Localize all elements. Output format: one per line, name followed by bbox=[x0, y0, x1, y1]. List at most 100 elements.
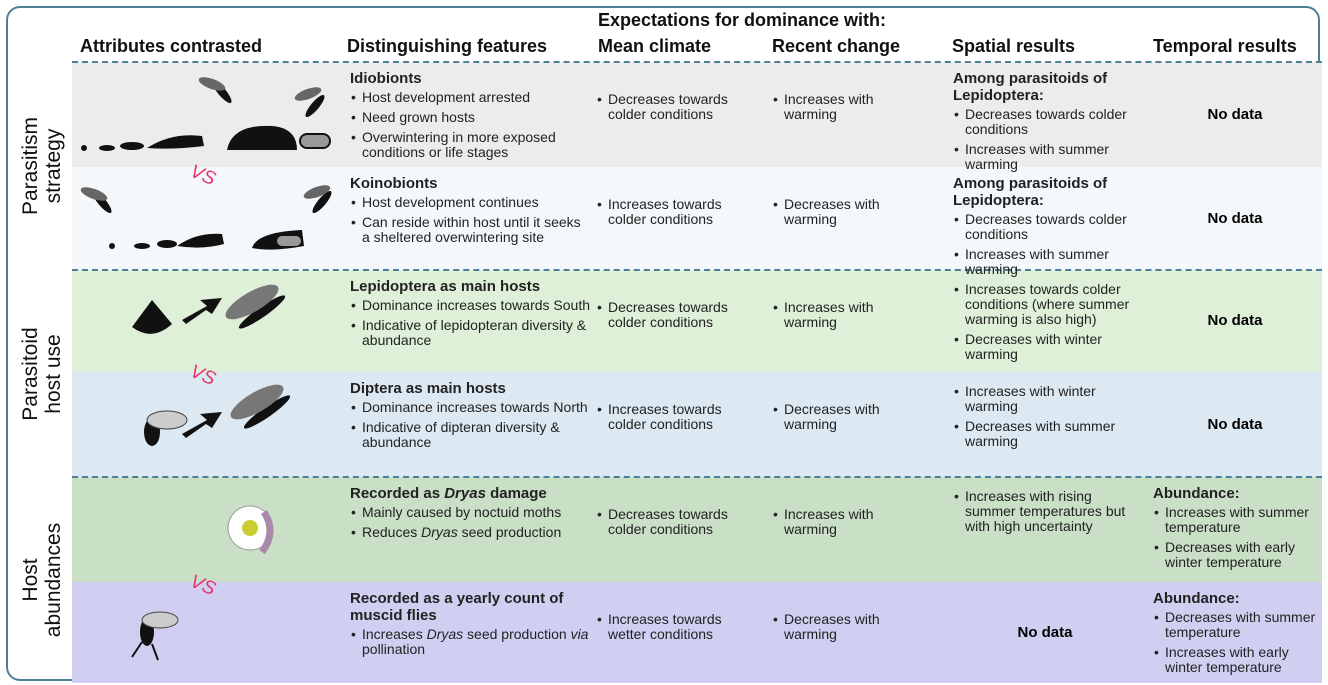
spatial-cell: Increases with winter warming Decreases w… bbox=[953, 384, 1143, 454]
row-title: Recorded as Dryas damage bbox=[350, 485, 590, 502]
row-title: Diptera as main hosts bbox=[350, 380, 506, 397]
dryas-art bbox=[227, 505, 274, 555]
column-header: Temporal results bbox=[1153, 36, 1297, 56]
spatial-cell: Among parasitoids of Lepidoptera:Decreas… bbox=[953, 70, 1143, 177]
temporal-no-data: No data bbox=[1207, 209, 1263, 227]
bullet-item: Increases towards colder conditions bbox=[596, 197, 756, 227]
mean-climate-cell: Increases towards colder conditions bbox=[596, 402, 756, 437]
text-segment: Dryas bbox=[444, 485, 486, 502]
bullet-item: Increases with winter warming bbox=[953, 384, 1143, 414]
lepidoptera-art bbox=[132, 284, 286, 334]
recent-change-cell: Increases with warming bbox=[772, 507, 892, 542]
bullet-item: Indicative of dipteran diversity & abund… bbox=[350, 420, 590, 450]
bullet-item: Decreases with warming bbox=[772, 612, 892, 642]
text-segment: via bbox=[570, 626, 589, 642]
bullet-item: Increases with summer warming bbox=[953, 142, 1143, 172]
spatial-no-data: No data bbox=[1017, 623, 1073, 641]
spatial-cell: Among parasitoids of Lepidoptera:Decreas… bbox=[953, 175, 1143, 282]
temporal-heading: Abundance: bbox=[1153, 590, 1240, 607]
text-segment: Increases bbox=[362, 626, 427, 642]
features-cell: Lepidoptera as main hosts Dominance incre… bbox=[350, 278, 590, 353]
bullet-item: Increases with rising summer temperature… bbox=[953, 489, 1143, 534]
features-cell: Koinobionts Host development continues Can… bbox=[350, 175, 590, 250]
row-title: Recorded as a yearly count of muscid fli… bbox=[350, 590, 564, 624]
bullet-item: Increases Dryas seed production via poll… bbox=[350, 627, 590, 657]
group-label: Parasitoid host use bbox=[19, 274, 65, 474]
bullet-item: Host development continues bbox=[350, 195, 590, 211]
column-header: Mean climate bbox=[598, 36, 712, 56]
bullet-item: Increases towards colder conditions (whe… bbox=[953, 282, 1143, 327]
text-segment: pollination bbox=[362, 641, 426, 657]
text-segment: seed production bbox=[463, 626, 571, 642]
bullet-item: Decreases with summer temperature bbox=[1153, 610, 1323, 640]
bullet-item: Decreases towards colder conditions bbox=[596, 92, 756, 122]
diptera-art bbox=[144, 384, 291, 446]
group-label-line: host use bbox=[42, 333, 65, 414]
text-segment: Dryas bbox=[426, 626, 464, 642]
illustrations bbox=[80, 77, 332, 661]
row-title: Idiobionts bbox=[350, 70, 422, 87]
bullet-item: Host development arrested bbox=[350, 90, 590, 106]
temporal-heading: Abundance: bbox=[1153, 485, 1240, 502]
koinobiont-art bbox=[80, 185, 332, 250]
bullet-item: Increases with early winter temperature bbox=[1153, 645, 1323, 675]
bullet-item: Decreases towards colder conditions bbox=[953, 107, 1143, 137]
group-label-line: Parasitism bbox=[19, 116, 42, 216]
bullet-item: Increases with summer temperature bbox=[1153, 505, 1323, 535]
mean-climate-cell: Decreases towards colder conditions bbox=[596, 507, 756, 542]
column-header: Attributes contrasted bbox=[80, 36, 263, 56]
features-cell: Idiobionts Host development arrested Need … bbox=[350, 70, 590, 165]
text-segment: seed production bbox=[457, 524, 562, 540]
temporal-cell: Abundance: Increases with summer temperat… bbox=[1153, 485, 1323, 575]
bullet-item: Decreases with early winter temperature bbox=[1153, 540, 1323, 570]
group-label: Parasitism strategy bbox=[19, 66, 65, 266]
idiobiont-art bbox=[81, 77, 331, 151]
bullet-item: Decreases towards colder conditions bbox=[953, 212, 1143, 242]
column-header: Recent change bbox=[772, 36, 901, 56]
temporal-no-data: No data bbox=[1207, 415, 1263, 433]
column-header: Distinguishing features bbox=[347, 36, 548, 56]
recent-change-cell: Increases with warming bbox=[772, 92, 892, 127]
muscid-art bbox=[131, 611, 179, 661]
recent-change-cell: Decreases with warming bbox=[772, 612, 892, 647]
bullet-item: Decreases towards colder conditions bbox=[596, 300, 756, 330]
group-divider bbox=[72, 269, 1322, 271]
spatial-heading: Among parasitoids of Lepidoptera: bbox=[953, 175, 1108, 209]
features-cell: Recorded as a yearly count of muscid fli… bbox=[350, 590, 590, 662]
bullet-item: Decreases with summer warming bbox=[953, 419, 1143, 449]
group-divider bbox=[72, 61, 1322, 63]
mean-climate-cell: Decreases towards colder conditions bbox=[596, 92, 756, 127]
text-segment: Dryas bbox=[421, 524, 458, 540]
recent-change-cell: Decreases with warming bbox=[772, 197, 892, 232]
recent-change-cell: Decreases with warming bbox=[772, 402, 892, 437]
text-segment: damage bbox=[485, 485, 547, 502]
bullet-item: Increases with summer warming bbox=[953, 247, 1143, 277]
temporal-no-data: No data bbox=[1207, 312, 1263, 329]
features-cell: Recorded as Dryas damage Mainly caused by… bbox=[350, 485, 590, 545]
temporal-cell: Abundance: Decreases with summer temperat… bbox=[1153, 590, 1323, 680]
column-header: Spatial results bbox=[952, 36, 1076, 56]
row-title: Lepidoptera as main hosts bbox=[350, 278, 541, 295]
spatial-cell: Increases with rising summer temperature… bbox=[953, 489, 1143, 539]
bullet-item: Overwintering in more exposed conditions… bbox=[350, 130, 590, 160]
group-label: Host abundances bbox=[19, 480, 65, 680]
group-label-line: strategy bbox=[42, 128, 65, 204]
bullet-item: Increases with warming bbox=[772, 507, 892, 537]
bullet-item: Decreases with warming bbox=[772, 402, 892, 432]
bullet-item: Increases towards wetter conditions bbox=[596, 612, 756, 642]
bullet-item: Indicative of lepidopteran diversity & a… bbox=[350, 318, 590, 348]
bullet-item: Decreases towards colder conditions bbox=[596, 507, 756, 537]
bullet-item: Decreases with winter warming bbox=[953, 332, 1143, 362]
bullet-item: Increases with warming bbox=[772, 92, 892, 122]
bullet-item: Dominance increases towards North bbox=[350, 400, 590, 416]
mean-climate-cell: Decreases towards colder conditions bbox=[596, 300, 756, 335]
mean-climate-cell: Increases towards colder conditions bbox=[596, 197, 756, 232]
temporal-no-data: No data bbox=[1207, 105, 1263, 123]
bullet-item: Dominance increases towards South bbox=[350, 298, 590, 314]
bullet-item: Mainly caused by noctuid moths bbox=[350, 505, 590, 521]
row-title: Koinobionts bbox=[350, 175, 438, 192]
features-cell: Diptera as main hosts Dominance increases… bbox=[350, 380, 590, 455]
recent-change-cell: Increases with warming bbox=[772, 300, 892, 335]
bullet-item: Decreases with warming bbox=[772, 197, 892, 227]
